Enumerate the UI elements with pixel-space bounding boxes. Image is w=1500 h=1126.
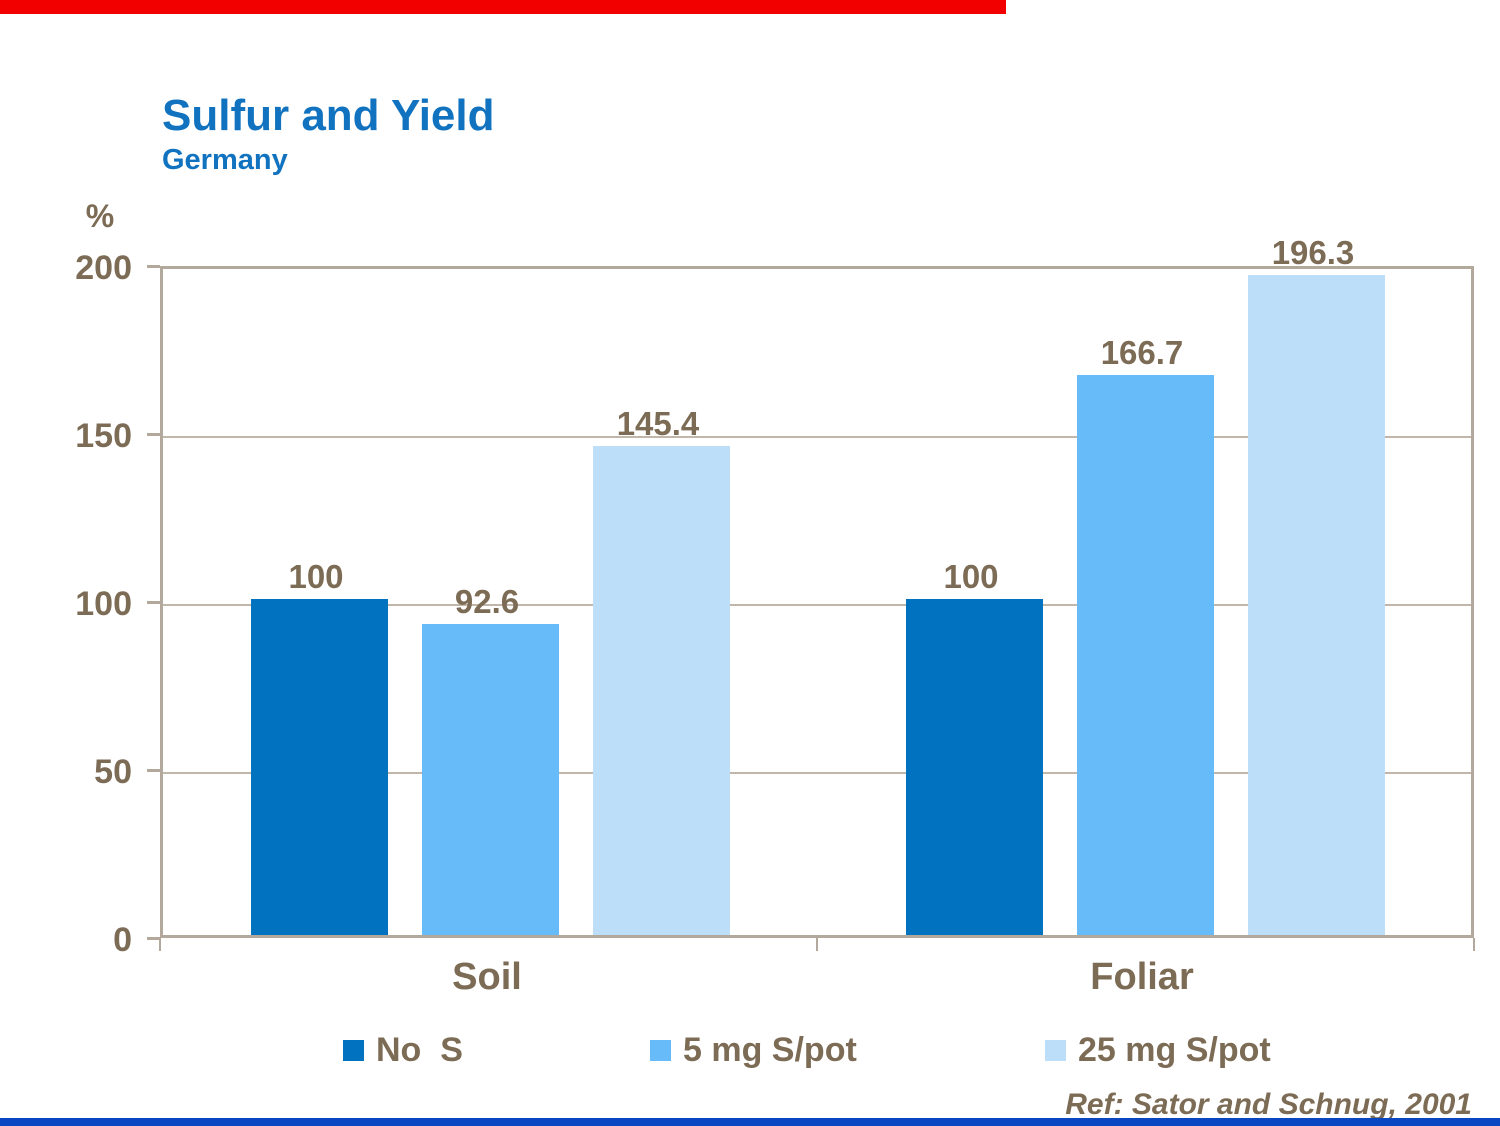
y-axis-unit-label: % bbox=[85, 198, 115, 234]
x-axis-tick-0 bbox=[159, 938, 161, 951]
y-axis-tick-150 bbox=[147, 433, 160, 436]
bar-value-label-soil-series-1: 92.6 bbox=[454, 582, 520, 620]
bar-value-label-foliar-series-1: 166.7 bbox=[1100, 333, 1184, 371]
y-axis-tick-200 bbox=[147, 265, 160, 268]
category-label-foliar: Foliar bbox=[1090, 956, 1194, 998]
y-axis-tick-100 bbox=[147, 601, 160, 604]
y-axis-tick-50 bbox=[147, 769, 160, 772]
y-axis-label-50: 50 bbox=[94, 753, 132, 791]
x-axis-tick-1 bbox=[816, 938, 818, 951]
gridline-50 bbox=[163, 772, 1471, 774]
bar-soil-series-1 bbox=[421, 623, 559, 935]
y-axis-label-100: 100 bbox=[75, 585, 132, 623]
x-axis-tick-2 bbox=[1473, 938, 1475, 951]
bar-value-label-foliar-series-2: 196.3 bbox=[1271, 234, 1355, 272]
legend-item-0: No S bbox=[343, 1031, 463, 1070]
y-axis-label-150: 150 bbox=[75, 417, 132, 455]
legend-swatch-icon bbox=[650, 1040, 671, 1061]
legend-label: No S bbox=[376, 1031, 463, 1069]
gridline-100 bbox=[163, 604, 1471, 606]
legend-swatch-icon bbox=[1045, 1040, 1066, 1061]
bottom-accent-bar bbox=[0, 1118, 1500, 1126]
legend-item-1: 5 mg S/pot bbox=[650, 1031, 857, 1070]
page-title: Sulfur and Yield bbox=[162, 91, 495, 141]
plot-area bbox=[160, 266, 1474, 938]
bar-soil-series-2 bbox=[592, 446, 730, 935]
bar-foliar-series-0 bbox=[905, 599, 1043, 935]
legend-label: 5 mg S/pot bbox=[683, 1031, 857, 1069]
bar-foliar-series-1 bbox=[1076, 374, 1214, 935]
legend-label: 25 mg S/pot bbox=[1078, 1031, 1271, 1069]
top-accent-bar bbox=[0, 0, 1006, 14]
bar-value-label-foliar-series-0: 100 bbox=[943, 558, 999, 595]
page-subtitle: Germany bbox=[162, 144, 288, 177]
reference-citation: Ref: Sator and Schnug, 2001 bbox=[1065, 1088, 1472, 1121]
gridline-150 bbox=[163, 436, 1471, 438]
legend-swatch-icon bbox=[343, 1040, 364, 1061]
legend-item-2: 25 mg S/pot bbox=[1045, 1031, 1271, 1070]
y-axis-label-0: 0 bbox=[113, 921, 132, 959]
y-axis-label-200: 200 bbox=[75, 249, 132, 287]
bar-foliar-series-2 bbox=[1247, 275, 1385, 935]
bar-value-label-soil-series-0: 100 bbox=[288, 558, 344, 595]
bar-soil-series-0 bbox=[250, 599, 388, 935]
bar-value-label-soil-series-2: 145.4 bbox=[616, 405, 700, 443]
y-axis-tick-0 bbox=[147, 937, 160, 940]
category-label-soil: Soil bbox=[452, 956, 522, 998]
